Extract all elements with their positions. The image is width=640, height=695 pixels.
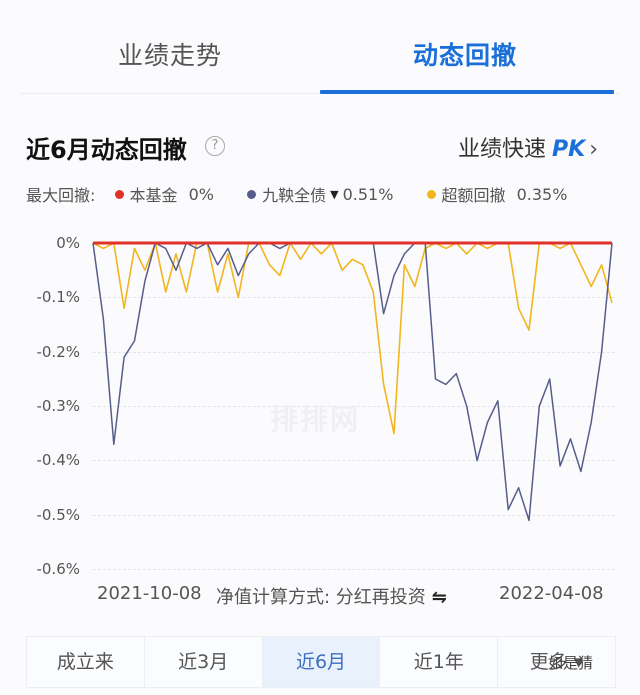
range-3-months[interactable]: 近3月	[145, 637, 263, 687]
y-tick-label: -0.5%	[36, 506, 80, 524]
x-start-date: 2021-10-08	[97, 583, 202, 604]
tab-performance-trend[interactable]: 业绩走势	[118, 41, 223, 70]
y-tick-label: -0.3%	[36, 397, 80, 415]
performance-pk-link[interactable]: 业绩快速 PK ›	[458, 131, 598, 163]
gridline	[93, 297, 615, 298]
gridline	[93, 460, 615, 461]
watermark: 排排网	[270, 403, 361, 436]
yellow-dot-icon	[426, 189, 436, 199]
y-tick-label: -0.6%	[36, 560, 80, 578]
gridline	[93, 406, 615, 407]
corner-watermark: 如是猜	[548, 654, 594, 672]
legend-item-fund[interactable]: 本基金 0%	[114, 182, 214, 206]
chart-legend: 最大回撤: 本基金 0% 九鞅全债 ▼ 0.51% 超额回撤 0.35%	[26, 182, 567, 206]
legend-name: 九鞅全债	[262, 186, 327, 205]
calc-method-label: 净值计算方式: 分红再投资	[216, 587, 426, 608]
legend-value: 0.35%	[516, 184, 568, 204]
y-tick-label: 0%	[56, 234, 80, 252]
chevron-right-icon: ›	[589, 137, 598, 162]
legend-value: 0%	[188, 184, 214, 204]
range-more-dropdown[interactable]: 更多 ▾	[529, 651, 584, 673]
section-title: 近6月动态回撤	[26, 136, 187, 164]
navy-dot-icon	[247, 189, 257, 199]
swap-icon[interactable]: ⇋	[431, 587, 447, 608]
legend-name: 超额回撤	[441, 186, 506, 205]
legend-prefix: 最大回撤:	[26, 186, 96, 205]
legend-item-benchmark[interactable]: 九鞅全债 ▼ 0.51%	[247, 182, 393, 206]
range-1-year[interactable]: 近1年	[380, 637, 499, 687]
legend-item-excess[interactable]: 超额回撤 0.35%	[426, 182, 568, 206]
y-tick-label: -0.4%	[36, 451, 80, 469]
x-end-date: 2022-04-08	[499, 583, 604, 604]
gridline	[93, 352, 615, 353]
dropdown-triangle-icon[interactable]: ▼	[330, 187, 339, 201]
tab-dynamic-drawdown[interactable]: 动态回撤	[413, 41, 518, 70]
legend-name: 本基金	[129, 186, 178, 205]
active-tab-indicator	[320, 90, 614, 94]
gridline	[93, 569, 615, 570]
range-6-months[interactable]: 近6月	[262, 637, 381, 687]
range-selector: 成立来 近3月 近6月 近1年 更多 ▾	[26, 636, 616, 688]
legend-value: 0.51%	[342, 184, 394, 204]
red-dot-icon	[114, 189, 124, 199]
calc-method-toggle[interactable]: 净值计算方式: 分红再投资 ⇋	[216, 583, 447, 609]
tab-bar: 业绩走势 动态回撤	[0, 0, 640, 96]
y-tick-label: -0.2%	[36, 343, 80, 361]
y-tick-label: -0.1%	[36, 288, 80, 306]
range-since-inception[interactable]: 成立来	[27, 637, 145, 687]
series-line-excess	[92, 242, 613, 435]
gridline	[93, 515, 615, 516]
question-circle-icon[interactable]: ?	[205, 136, 225, 156]
pk-prefix: 业绩快速	[458, 137, 547, 162]
pk-label: PK	[552, 137, 586, 162]
